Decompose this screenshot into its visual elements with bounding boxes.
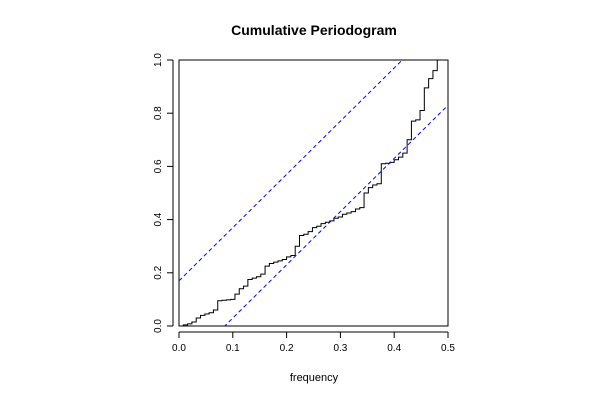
upper-confidence-line bbox=[179, 60, 403, 282]
y-tick-label: 1.0 bbox=[153, 53, 164, 67]
y-tick-label: 0.6 bbox=[153, 159, 164, 173]
lower-confidence-line bbox=[224, 104, 448, 326]
y-tick-label: 0.4 bbox=[153, 212, 164, 226]
x-tick-label: 0.5 bbox=[441, 343, 455, 354]
chart-title: Cumulative Periodogram bbox=[231, 22, 397, 38]
x-tick-label: 0.1 bbox=[226, 343, 240, 354]
y-ticks: 0.0 0.2 0.4 0.6 0.8 1.0 bbox=[153, 53, 173, 333]
x-tick-label: 0.0 bbox=[172, 343, 186, 354]
x-tick-label: 0.2 bbox=[280, 343, 294, 354]
plot-area bbox=[179, 60, 448, 326]
y-tick-label: 0.0 bbox=[153, 319, 164, 333]
y-tick-label: 0.8 bbox=[153, 106, 164, 120]
plot-frame bbox=[178, 59, 449, 327]
x-ticks: 0.0 0.1 0.2 0.3 0.4 0.5 bbox=[172, 332, 455, 354]
x-tick-label: 0.3 bbox=[333, 343, 347, 354]
x-axis-label: frequency bbox=[290, 372, 339, 384]
cumulative-periodogram-line bbox=[179, 60, 448, 326]
y-tick-label: 0.2 bbox=[153, 265, 164, 279]
x-tick-label: 0.4 bbox=[387, 343, 401, 354]
